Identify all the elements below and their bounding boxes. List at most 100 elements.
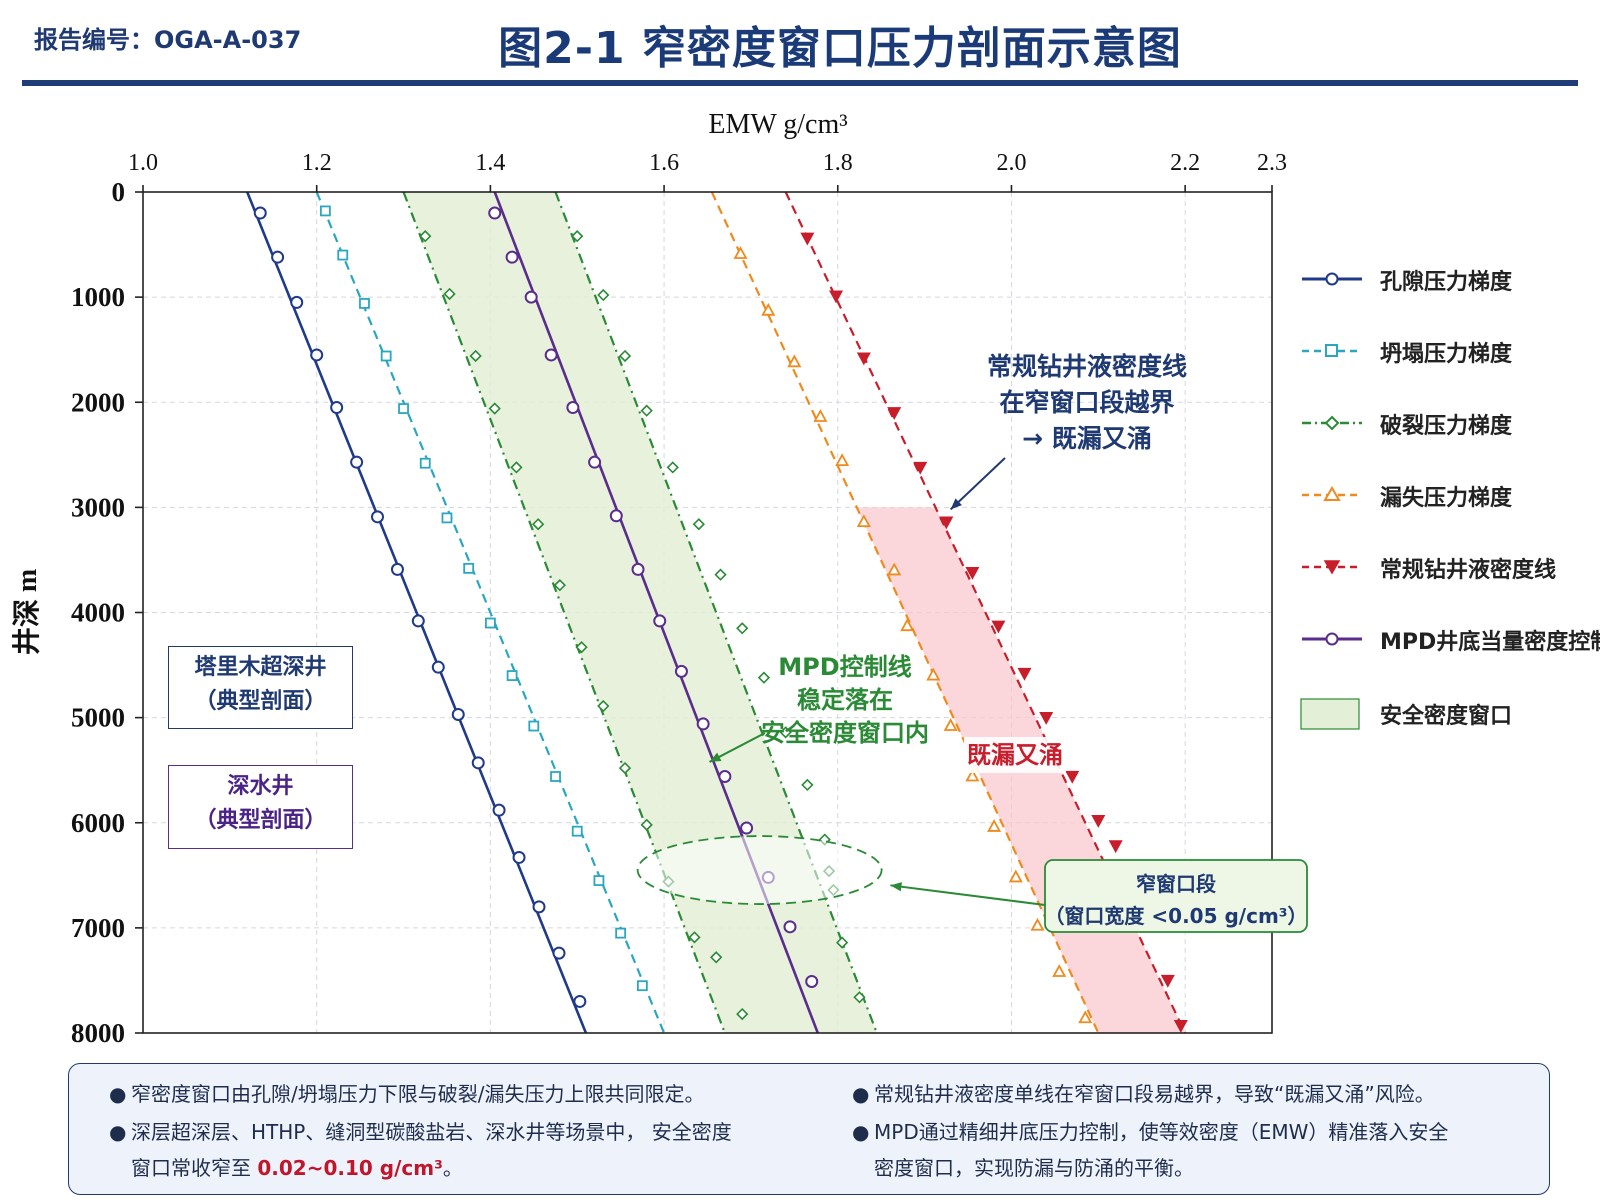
- annotation-loss-kick: 既漏又涌: [967, 741, 1063, 769]
- legend-item-collapse: 坍塌压力梯度: [1300, 332, 1600, 372]
- data-point: [319, 205, 331, 217]
- series-line-0-0: [246, 192, 588, 1033]
- data-point: [618, 349, 632, 363]
- series-line-4-0: [784, 192, 1187, 1033]
- narrow-window-callout-box: [1044, 859, 1308, 933]
- x-axis-label: EMW g/cm³: [708, 109, 847, 140]
- data-point: [965, 768, 980, 782]
- data-point: [550, 771, 561, 782]
- annotation-narrow-window-arrow: [890, 884, 1046, 906]
- annotation-conventional-crossing-line: → 既漏又涌: [1022, 424, 1152, 453]
- annotation-conventional-crossing-line: 常规钻井液密度线: [987, 352, 1187, 381]
- data-point: [552, 946, 566, 960]
- data-point: [805, 974, 819, 988]
- note-2-end: 。: [442, 1156, 463, 1180]
- deepwater-box: 深水井 （典型剖面）: [168, 765, 353, 849]
- annotation-conventional-arrow: [949, 457, 1006, 511]
- data-point: [1052, 964, 1067, 977]
- data-point: [835, 453, 850, 467]
- data-point: [469, 349, 482, 363]
- data-point: [1160, 974, 1175, 988]
- y-tick-label: 2000: [71, 387, 125, 417]
- data-point: [488, 206, 502, 220]
- data-point: [350, 455, 364, 469]
- data-point: [674, 664, 688, 678]
- data-point: [631, 562, 645, 576]
- data-point: [553, 579, 566, 592]
- data-point: [779, 726, 792, 739]
- note-2-line-1: 深层超深层、HTHP、缝洞型碳酸盐岩、深水井等场景中， 安全密度: [131, 1120, 732, 1144]
- x-tick-label: 2.0: [996, 150, 1026, 176]
- annotation-narrow-window-arrow-head: [890, 882, 902, 892]
- data-point: [330, 401, 344, 415]
- data-point: [783, 920, 797, 934]
- data-point: [887, 407, 902, 421]
- y-tick-label: 3000: [71, 492, 125, 522]
- data-point: [506, 670, 518, 681]
- data-point: [512, 850, 526, 864]
- data-point: [913, 461, 928, 475]
- data-point: [571, 230, 584, 243]
- data-point: [757, 671, 771, 684]
- note-4: ● MPD通过精细井底压力控制，使等效密度（EMW）精准落入安全 密度窗口，实现…: [852, 1114, 1448, 1186]
- data-point: [926, 667, 941, 681]
- annotation-mpd-stable-line: 安全密度窗口内: [761, 719, 929, 747]
- data-point: [566, 401, 580, 415]
- data-point: [411, 614, 425, 628]
- tarim-ultradeep-box: 塔里木超深井 （典型剖面）: [168, 646, 353, 729]
- note-1-text: 窄密度窗口由孔隙/坍塌压力下限与破裂/漏失压力上限共同限定。: [131, 1082, 705, 1106]
- data-point: [571, 825, 583, 837]
- data-point: [636, 980, 648, 992]
- y-tick-label: 7000: [71, 913, 125, 943]
- x-tick-label: 1.6: [649, 150, 679, 176]
- data-point: [696, 717, 710, 731]
- data-point: [733, 246, 748, 259]
- legend-label: 安全密度窗口: [1380, 704, 1513, 729]
- narrow-window-ellipse: [636, 835, 883, 905]
- data-point: [510, 461, 523, 474]
- data-point: [618, 761, 632, 775]
- data-point: [800, 232, 815, 246]
- data-point: [532, 518, 545, 531]
- data-point: [253, 206, 267, 220]
- loss-kick-label-bg: [964, 737, 1066, 773]
- annotation-mpd-stable-line: 稳定落在: [797, 686, 893, 714]
- data-point: [544, 348, 558, 362]
- data-point: [1078, 1010, 1093, 1024]
- legend-label: 常规钻井液密度线: [1380, 558, 1557, 583]
- data-point: [1065, 770, 1080, 784]
- y-tick-label: 8000: [71, 1018, 125, 1048]
- note-4-line-2: 密度窗口，实现防漏与防涌的平衡。: [874, 1156, 1194, 1180]
- data-point: [835, 936, 849, 949]
- data-point: [615, 927, 627, 939]
- data-point: [290, 295, 304, 309]
- data-point: [471, 756, 485, 770]
- series-line-3-0: [710, 192, 1100, 1033]
- data-point: [524, 290, 538, 304]
- data-point: [443, 287, 456, 301]
- title-rule: [22, 80, 1578, 86]
- legend-label: MPD井底当量密度控制线: [1380, 630, 1600, 655]
- data-point: [1173, 1020, 1188, 1033]
- note-2-range: 0.02~0.10 g/cm³: [257, 1156, 443, 1180]
- data-point: [714, 568, 727, 581]
- data-point: [740, 821, 754, 835]
- legend-item-fracture: 破裂压力梯度: [1300, 404, 1600, 444]
- data-point: [419, 457, 431, 469]
- bullet: ●: [852, 1082, 870, 1106]
- data-point: [710, 951, 723, 964]
- bullet: ●: [852, 1120, 870, 1144]
- legend-label: 孔隙压力梯度: [1380, 270, 1513, 295]
- data-point: [484, 617, 496, 629]
- data-point: [390, 562, 404, 576]
- annotation-narrow-window-line: 窄窗口段: [1136, 872, 1216, 896]
- y-tick-label: 5000: [71, 703, 125, 733]
- data-point: [1008, 869, 1023, 883]
- data-point: [575, 641, 588, 654]
- note-3: ● 常规钻井液密度单线在窄窗口段易越界，导致“既漏又涌”风险。: [852, 1076, 1435, 1112]
- data-point: [736, 622, 749, 635]
- note-1: ● 窄密度窗口由孔隙/坍塌压力下限与破裂/漏失压力上限共同限定。: [109, 1076, 705, 1112]
- data-point: [597, 288, 610, 302]
- notes-panel: ● 窄密度窗口由孔隙/坍塌压力下限与破裂/漏失压力上限共同限定。 ● 深层超深层…: [68, 1063, 1550, 1195]
- bullet: ●: [109, 1120, 127, 1144]
